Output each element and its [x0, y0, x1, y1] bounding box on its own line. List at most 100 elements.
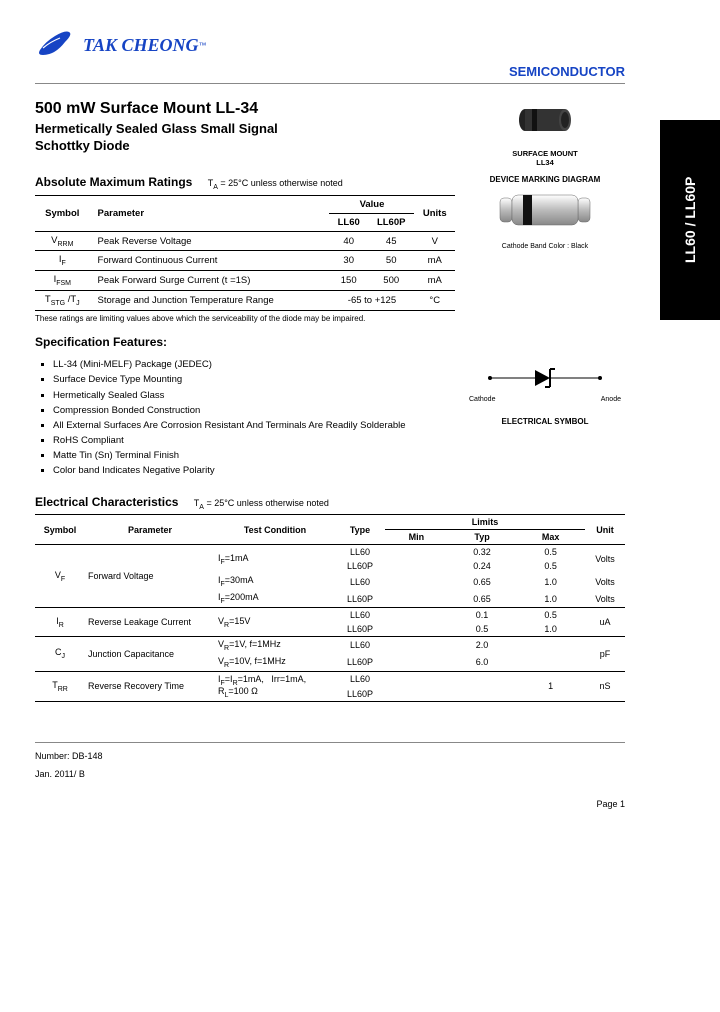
cell: IF: [35, 251, 90, 271]
cell: 30: [329, 251, 367, 271]
col-type: Type: [335, 515, 385, 545]
cell: [385, 671, 448, 686]
cell: 50: [368, 251, 415, 271]
cell: LL60: [335, 573, 385, 590]
cell: [385, 573, 448, 590]
col-ll60: LL60: [329, 213, 367, 231]
cell: VR=15V: [215, 608, 335, 637]
cell: 0.32: [448, 545, 517, 560]
package-diagrams: SURFACE MOUNT LL34 DEVICE MARKING DIAGRA…: [465, 100, 625, 323]
package-label-1: SURFACE MOUNT: [465, 149, 625, 158]
cell: [385, 545, 448, 560]
cell: LL60P: [335, 654, 385, 671]
cell: mA: [414, 251, 455, 271]
cell: 0.65: [448, 590, 517, 607]
page-wrapper: TAK CHEONG™ SEMICONDUCTOR 500 mW Surface…: [0, 0, 720, 1012]
header: TAK CHEONG™: [35, 30, 625, 60]
cell: [516, 654, 585, 671]
electrical-symbol-block: Cathode Anode ELECTRICAL SYMBOL: [465, 323, 625, 479]
col-typ: Typ: [448, 530, 517, 545]
elec-table: Symbol Parameter Test Condition Type Lim…: [35, 514, 625, 702]
features-row: Specification Features: LL-34 (Mini-MELF…: [35, 323, 625, 479]
side-tab: LL60 / LL60P: [660, 120, 720, 320]
list-item: Hermetically Sealed Glass: [53, 388, 465, 403]
marking-diagram-icon: [495, 190, 595, 230]
cell: mA: [414, 271, 455, 291]
col-value: Value: [329, 195, 414, 213]
company-name: TAK CHEONG: [83, 35, 199, 56]
cell: VR=10V, f=1MHz: [215, 654, 335, 671]
cell: Storage and Junction Temperature Range: [90, 291, 330, 311]
table-row: TRR Reverse Recovery Time IF=IR=1mA, Irr…: [35, 671, 625, 686]
cell: 0.5: [448, 622, 517, 637]
cell: 1.0: [516, 622, 585, 637]
header-divider: [35, 83, 625, 84]
features-list: LL-34 (Mini-MELF) Package (JEDEC) Surfac…: [35, 357, 465, 479]
cell: Volts: [585, 573, 625, 590]
table-row: VF Forward Voltage IF=1mA LL60 0.32 0.5 …: [35, 545, 625, 560]
cell: [385, 686, 448, 701]
cell: [516, 637, 585, 654]
ratings-heading-text: Absolute Maximum Ratings: [35, 175, 192, 189]
table-row: IFSMPeak Forward Surge Current (t =1S)15…: [35, 271, 455, 291]
cell: 1: [516, 671, 585, 702]
cathode-note: Cathode Band Color : Black: [465, 243, 625, 250]
ratings-heading: Absolute Maximum Ratings TA = 25°C unles…: [35, 175, 465, 191]
cell: Volts: [585, 590, 625, 607]
list-item: All External Surfaces Are Corrosion Resi…: [53, 418, 465, 433]
cell: VRRM: [35, 231, 90, 251]
cell: IF=1mA: [215, 545, 335, 574]
cell: IF=200mA: [215, 590, 335, 607]
top-content-row: 500 mW Surface Mount LL-34 Hermetically …: [35, 100, 625, 323]
table-row: TSTG /TJStorage and Junction Temperature…: [35, 291, 455, 311]
product-subtitle-2: Schottky Diode: [35, 138, 465, 155]
product-title: 500 mW Surface Mount LL-34: [35, 100, 465, 118]
cell: 6.0: [448, 654, 517, 671]
cell: [385, 590, 448, 607]
ratings-condition: TA = 25°C unless otherwise noted: [208, 178, 343, 188]
cell: [385, 608, 448, 623]
cell: Reverse Leakage Current: [85, 608, 215, 637]
cell: 0.5: [516, 559, 585, 573]
list-item: Surface Device Type Mounting: [53, 372, 465, 387]
cell: Volts: [585, 545, 625, 574]
cell: TSTG /TJ: [35, 291, 90, 311]
semiconductor-label: SEMICONDUCTOR: [35, 64, 625, 79]
cell: LL60P: [335, 686, 385, 701]
cell: Junction Capacitance: [85, 637, 215, 672]
ratings-table: Symbol Parameter Value Units LL60 LL60P …: [35, 195, 455, 312]
cell: [385, 654, 448, 671]
side-column: LL60 / LL60P: [660, 0, 720, 1012]
cell: TRR: [35, 671, 85, 702]
cell: Forward Voltage: [85, 545, 215, 608]
cell: 45: [368, 231, 415, 251]
cell: LL60P: [335, 622, 385, 637]
cell: VR=1V, f=1MHz: [215, 637, 335, 654]
cell: IF=IR=1mA, Irr=1mA, RL=100 Ω: [215, 671, 335, 702]
cell: CJ: [35, 637, 85, 672]
cell: VF: [35, 545, 85, 608]
col-parameter: Parameter: [85, 515, 215, 545]
cell: LL60P: [335, 559, 385, 573]
cell: LL60: [335, 545, 385, 560]
cell: 150: [329, 271, 367, 291]
col-unit: Unit: [585, 515, 625, 545]
cell: LL60: [335, 671, 385, 686]
cell: IFSM: [35, 271, 90, 291]
footer-divider: [35, 742, 625, 743]
table-row: VRRMPeak Reverse Voltage4045V: [35, 231, 455, 251]
cell: 0.1: [448, 608, 517, 623]
cell: °C: [414, 291, 455, 311]
cell: V: [414, 231, 455, 251]
page: TAK CHEONG™ SEMICONDUCTOR 500 mW Surface…: [0, 0, 660, 1012]
title-block: 500 mW Surface Mount LL-34 Hermetically …: [35, 100, 465, 323]
cell: nS: [585, 671, 625, 702]
cell: 0.5: [516, 608, 585, 623]
list-item: Compression Bonded Construction: [53, 403, 465, 418]
table-row: CJ Junction Capacitance VR=1V, f=1MHz LL…: [35, 637, 625, 654]
page-number: Page 1: [35, 799, 625, 809]
cell: LL60: [335, 608, 385, 623]
cell: 0.24: [448, 559, 517, 573]
table-header-row: Symbol Parameter Test Condition Type Lim…: [35, 515, 625, 530]
marking-diagram-label: DEVICE MARKING DIAGRAM: [465, 175, 625, 184]
